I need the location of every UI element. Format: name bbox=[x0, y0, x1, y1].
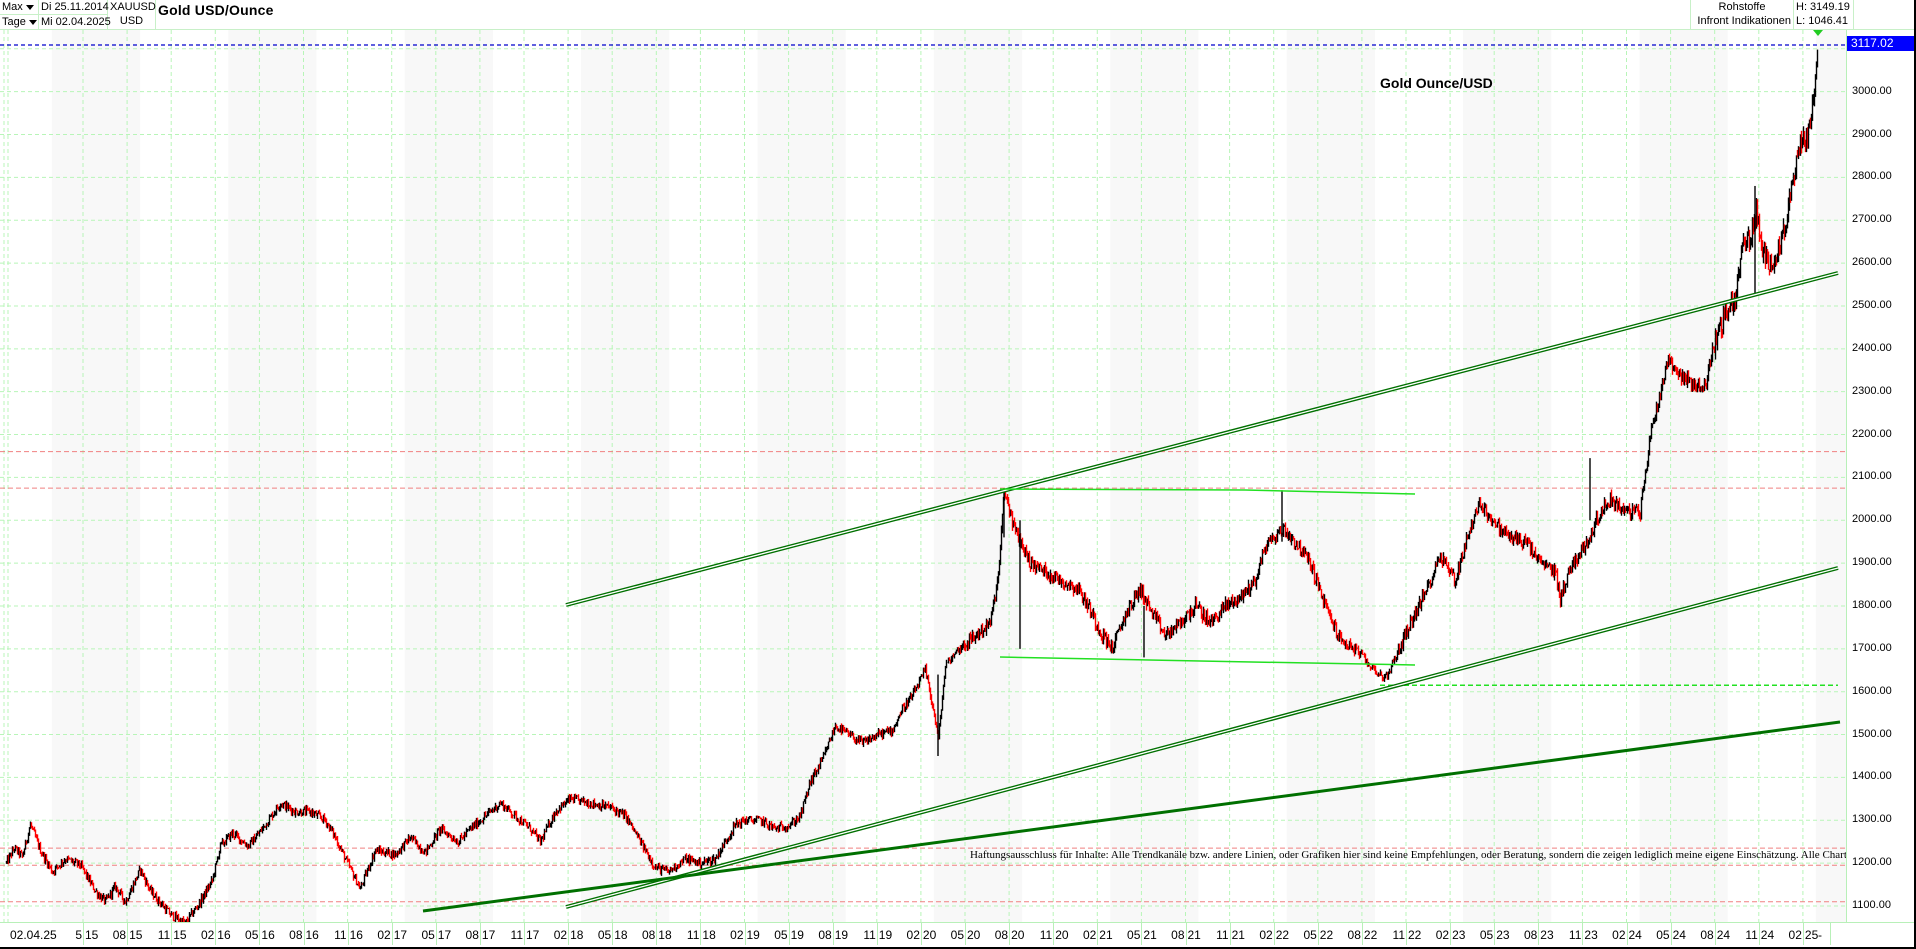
interval-select[interactable]: Tage bbox=[0, 15, 38, 29]
shade-band bbox=[1639, 30, 1728, 922]
right-border bbox=[1914, 0, 1916, 948]
range-bottom-line[interactable] bbox=[999, 656, 1416, 666]
y-axis-label: 1500.00 bbox=[1852, 727, 1892, 740]
high-low: H: 3149.19 L: 1046.41 bbox=[1794, 0, 1854, 29]
source-info: Rohstoffe Infront Indikationen bbox=[1690, 0, 1794, 29]
y-axis-label: 2300.00 bbox=[1852, 384, 1892, 397]
symbol: XAUUSD bbox=[110, 1, 156, 13]
chart-header: Max Tage Di 25.11.2014 Mi 02.04.2025 XAU… bbox=[0, 0, 1916, 30]
shade-band bbox=[1463, 30, 1552, 922]
long-term-support-line[interactable] bbox=[422, 720, 1841, 913]
y-axis-label: 1800.00 bbox=[1852, 598, 1892, 611]
shade-band bbox=[1286, 30, 1375, 922]
shade-band bbox=[404, 30, 493, 922]
y-axis-label: 1900.00 bbox=[1852, 556, 1892, 569]
y-axis bbox=[1846, 30, 1915, 922]
y-axis-label: 2500.00 bbox=[1852, 298, 1892, 311]
x-axis: 02.04.25 5 15 08 15 11 15 02 16 05 16 08 16 11 16 02 17… bbox=[0, 922, 1916, 949]
y-axis-label: 1600.00 bbox=[1852, 684, 1892, 697]
y-axis-label: 2000.00 bbox=[1852, 513, 1892, 526]
chevron-down-icon bbox=[25, 4, 34, 10]
y-axis-label: 2100.00 bbox=[1852, 470, 1892, 483]
x-axis-divider bbox=[1830, 923, 1831, 945]
chevron-down-icon bbox=[28, 19, 37, 25]
shade-band bbox=[757, 30, 846, 922]
shade-band bbox=[228, 30, 317, 922]
y-axis-label: 1300.00 bbox=[1852, 813, 1892, 826]
y-axis-label: 2200.00 bbox=[1852, 427, 1892, 440]
date-from[interactable]: Di 25.11.2014 bbox=[39, 1, 109, 15]
y-axis-label: 2700.00 bbox=[1852, 213, 1892, 226]
y-axis-label: 2800.00 bbox=[1852, 170, 1892, 183]
chart-title: Gold Ounce/USD bbox=[1380, 75, 1493, 91]
y-axis-label: 3000.00 bbox=[1852, 84, 1892, 97]
y-axis-label: 1700.00 bbox=[1852, 641, 1892, 654]
disclaimer-text: Haftungsausschluss für Inhalte: Alle Tre… bbox=[970, 849, 1846, 861]
range-top-line[interactable] bbox=[999, 488, 1416, 495]
source: Infront Indikationen bbox=[1697, 15, 1791, 27]
last-price-badge: 3117.02 bbox=[1847, 36, 1914, 51]
shade-band bbox=[933, 30, 1023, 922]
currency: USD bbox=[119, 15, 144, 27]
y-axis-label: 2400.00 bbox=[1852, 341, 1892, 354]
price-chart-plot[interactable] bbox=[0, 30, 1846, 922]
x-axis-end-marker: - bbox=[1818, 928, 1822, 942]
category: Rohstoffe bbox=[1718, 1, 1766, 13]
period-select-value: Max bbox=[2, 1, 23, 13]
x-axis-current-date: 02.04.25 bbox=[10, 928, 57, 942]
y-axis-label: 1200.00 bbox=[1852, 856, 1892, 869]
low-value: L: 1046.41 bbox=[1796, 15, 1848, 27]
period-select[interactable]: Max bbox=[0, 0, 38, 15]
date-to[interactable]: Mi 02.04.2025 bbox=[41, 16, 111, 28]
y-axis-label: 1100.00 bbox=[1852, 899, 1891, 911]
y-axis-label: 2900.00 bbox=[1852, 127, 1892, 140]
high-value: H: 3149.19 bbox=[1796, 1, 1850, 13]
interval-select-value: Tage bbox=[2, 16, 26, 28]
symbol-info: XAUUSD USD bbox=[108, 0, 156, 29]
selector-group: Max Tage bbox=[0, 0, 39, 29]
shade-band bbox=[1110, 30, 1199, 922]
y-axis-label: 1400.00 bbox=[1852, 770, 1892, 783]
shade-band bbox=[51, 30, 141, 922]
high-marker-icon bbox=[1813, 30, 1823, 36]
shade-band bbox=[1815, 30, 1846, 922]
date-range: Di 25.11.2014 Mi 02.04.2025 bbox=[39, 0, 111, 29]
instrument-title: Gold USD/Ounce bbox=[158, 2, 274, 18]
shade-band bbox=[581, 30, 670, 922]
y-axis-label: 2600.00 bbox=[1852, 256, 1892, 269]
